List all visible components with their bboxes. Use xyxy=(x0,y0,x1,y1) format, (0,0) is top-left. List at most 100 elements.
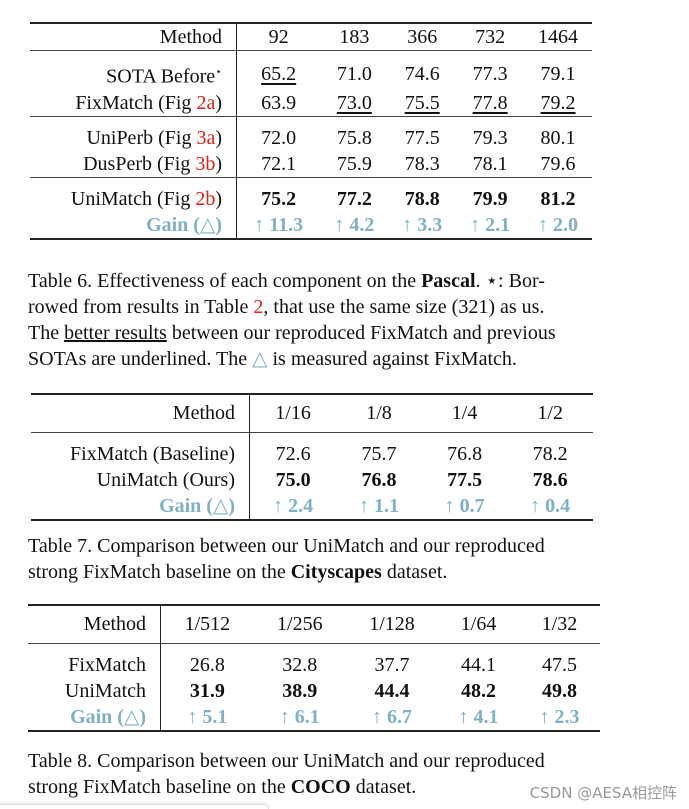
gain-label: Gain (△) xyxy=(28,703,161,731)
gain-cell: ↑ 1.1 xyxy=(358,494,399,517)
header-cell: 732 xyxy=(475,26,506,48)
table-8-caption: Table 8. Comparison between our UniMatch… xyxy=(28,750,545,798)
row-method: FixMatch (Baseline) xyxy=(31,432,250,467)
cell: 77.5 xyxy=(404,126,440,149)
table-ref-link[interactable]: 2 xyxy=(253,296,264,318)
cell: 74.6 xyxy=(404,63,440,86)
gain-row: Gain (△) ↑ 11.3 ↑ 4.2 ↑ 3.3 ↑ 2.1 ↑ 2.0 xyxy=(30,211,592,239)
row-method: UniMatch xyxy=(28,677,161,704)
table-row: DusPerb (Fig 3b) 72.1 75.9 78.3 78.1 79.… xyxy=(30,150,592,178)
table-row: FixMatch 26.8 32.8 37.7 44.1 47.5 xyxy=(28,643,600,678)
cell: 79.1 xyxy=(540,63,576,86)
cell: 71.0 xyxy=(336,63,372,86)
gain-label: Gain (△) xyxy=(30,211,237,239)
header-cell: 1/2 xyxy=(537,402,563,425)
figure-ref-link[interactable]: 3b xyxy=(195,152,216,175)
header-cell: 1/128 xyxy=(369,613,415,636)
header-cell: 183 xyxy=(339,26,370,48)
table-row: UniMatch (Ours) 75.0 76.8 77.5 78.6 xyxy=(31,466,593,493)
gain-label: Gain (△) xyxy=(31,492,250,520)
row-method: DusPerb (Fig 3b) xyxy=(30,150,237,178)
gain-cell: ↑ 0.4 xyxy=(530,494,571,517)
cell: 72.6 xyxy=(275,442,311,465)
table-row: FixMatch (Fig 2a) 63.9 73.0 75.5 77.8 79… xyxy=(30,89,592,117)
gain-row: Gain (△) ↑ 5.1 ↑ 6.1 ↑ 6.7 ↑ 4.1 ↑ 2.3 xyxy=(28,703,600,731)
figure-ref-link[interactable]: 2a xyxy=(196,91,216,114)
cell: 73.0 xyxy=(336,91,372,114)
gain-cell: ↑ 0.7 xyxy=(444,494,485,517)
cell: 44.1 xyxy=(461,653,497,676)
gain-cell: ↑ 4.2 xyxy=(334,213,375,236)
cell: 79.9 xyxy=(472,187,508,210)
gain-cell: ↑ 5.1 xyxy=(187,705,228,728)
gain-cell: ↑ 6.1 xyxy=(279,705,320,728)
gain-cell: ↑ 11.3 xyxy=(254,213,304,236)
cell: 77.5 xyxy=(447,468,483,491)
cell: 79.2 xyxy=(540,91,576,114)
cell: 31.9 xyxy=(189,679,225,702)
cell: 76.8 xyxy=(447,442,483,465)
table-header-row: Method 92 183 366 732 1464 xyxy=(30,23,592,51)
table-8: Method 1/512 1/256 1/128 1/64 1/32 FixMa… xyxy=(28,604,600,732)
cell: 32.8 xyxy=(282,653,318,676)
gain-row: Gain (△) ↑ 2.4 ↑ 1.1 ↑ 0.7 ↑ 0.4 xyxy=(31,492,593,520)
figure-ref-link[interactable]: 2b xyxy=(195,187,216,210)
cell: 78.1 xyxy=(472,152,508,175)
cell: 72.0 xyxy=(261,126,297,149)
header-cell: 1/4 xyxy=(451,402,478,425)
gain-cell: ↑ 4.1 xyxy=(458,705,499,728)
gain-cell: ↑ 3.3 xyxy=(402,213,443,236)
gain-cell: ↑ 2.1 xyxy=(470,213,511,236)
row-method: UniMatch (Ours) xyxy=(31,466,250,493)
table-row: SOTA Before⋆ 65.2 71.0 74.6 77.3 79.1 xyxy=(30,50,592,90)
table-header-row: Method 1/512 1/256 1/128 1/64 1/32 xyxy=(28,605,600,643)
cell: 44.4 xyxy=(374,679,410,702)
table-6-caption: Table 6. Effectiveness of each component… xyxy=(28,270,556,370)
figure-ref-link[interactable]: 3a xyxy=(196,126,216,149)
cell: 81.2 xyxy=(540,187,576,210)
cell: 37.7 xyxy=(374,653,410,676)
table-6: Method 92 183 366 732 1464 SOTA Before⋆ … xyxy=(30,22,592,240)
header-cell: 1/512 xyxy=(184,613,231,636)
gain-cell: ↑ 2.0 xyxy=(538,213,579,236)
row-method: FixMatch (Fig 2a) xyxy=(30,89,237,117)
cell: 38.9 xyxy=(282,679,318,702)
table-row: UniPerb (Fig 3a) 72.0 75.8 77.5 79.3 80.… xyxy=(30,116,592,151)
cell: 47.5 xyxy=(542,653,577,676)
header-method: Method xyxy=(28,605,161,643)
header-method: Method xyxy=(30,23,237,51)
cell: 72.1 xyxy=(261,152,297,175)
header-cell: 1/8 xyxy=(366,402,392,425)
cell: 48.2 xyxy=(461,679,497,702)
cell: 78.3 xyxy=(404,152,440,175)
header-method: Method xyxy=(31,394,250,432)
cell: 79.6 xyxy=(540,152,576,175)
header-cell: 1/256 xyxy=(277,613,323,636)
cell: 76.8 xyxy=(361,468,397,491)
header-cell: 366 xyxy=(407,26,438,48)
bottom-shadow-bar xyxy=(0,804,269,809)
cell: 75.9 xyxy=(336,152,372,175)
cell: 78.2 xyxy=(532,442,568,465)
cell: 79.3 xyxy=(472,126,508,149)
table-7: Method 1/16 1/8 1/4 1/2 FixMatch (Baseli… xyxy=(31,393,593,521)
header-cell: 1/64 xyxy=(460,613,497,636)
table-row: UniMatch 31.9 38.9 44.4 48.2 49.8 xyxy=(28,677,600,704)
header-cell: 1/16 xyxy=(275,402,311,425)
header-cell: 1464 xyxy=(538,26,579,48)
cell: 75.7 xyxy=(361,442,397,465)
cell: 75.5 xyxy=(404,91,440,114)
cell: 49.8 xyxy=(542,679,577,702)
cell: 75.8 xyxy=(336,126,372,149)
header-cell: 92 xyxy=(268,26,289,48)
cell: 26.8 xyxy=(189,653,225,676)
cell: 77.3 xyxy=(472,63,508,86)
cell: 65.2 xyxy=(261,63,297,86)
cell: 77.2 xyxy=(336,187,372,210)
table-7-caption: Table 7. Comparison between our UniMatch… xyxy=(28,535,545,583)
gain-cell: ↑ 2.3 xyxy=(539,705,580,728)
cell: 77.8 xyxy=(472,91,508,114)
cell: 78.8 xyxy=(404,187,440,210)
gain-cell: ↑ 2.4 xyxy=(273,494,314,517)
table-header-row: Method 1/16 1/8 1/4 1/2 xyxy=(31,394,593,432)
